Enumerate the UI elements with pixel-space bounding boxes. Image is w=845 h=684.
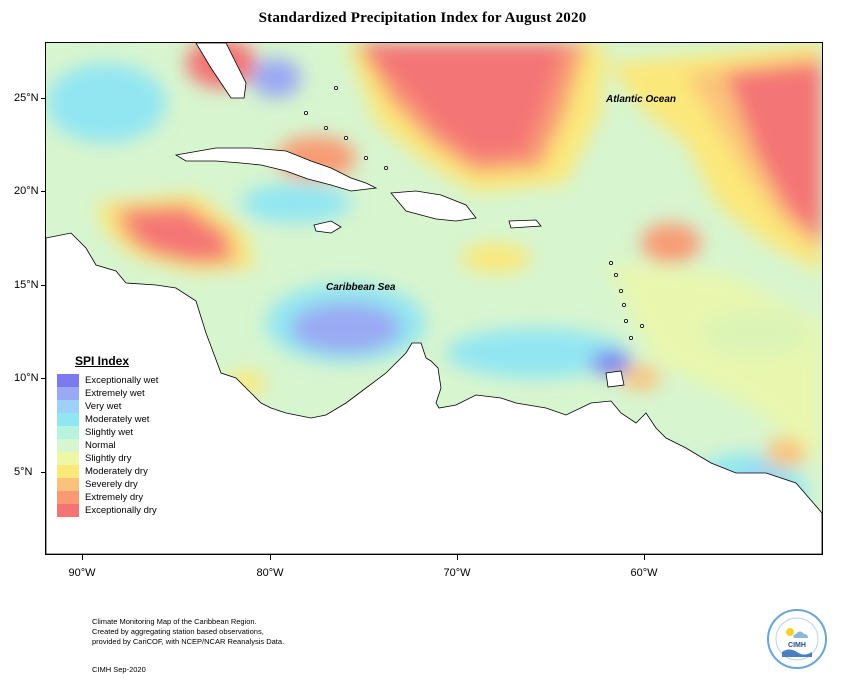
lat-tick: [41, 98, 45, 99]
caribbean-sea-label: Caribbean Sea: [326, 282, 396, 293]
lat-label-5n: 5°N: [14, 466, 33, 478]
legend-item: Slightly dry: [55, 452, 213, 465]
legend-swatch: [57, 478, 79, 491]
legend-swatch: [57, 439, 79, 452]
lon-label-70w: 70°W: [443, 567, 471, 579]
atlantic-ocean-label: Atlantic Ocean: [606, 94, 677, 105]
legend-swatch: [57, 387, 79, 400]
legend-label: Moderately wet: [85, 414, 150, 425]
legend-item: Extremely wet: [55, 387, 213, 400]
cimh-logo: CIMH: [767, 609, 827, 669]
legend-swatch: [57, 491, 79, 504]
lon-label-90w: 90°W: [68, 567, 96, 579]
legend-title: SPI Index: [75, 354, 130, 368]
spi-legend: SPI Index Exceptionally wet Extremely wet…: [55, 354, 213, 517]
lon-label-60w: 60°W: [630, 567, 658, 579]
spi-map-canvas: [46, 43, 822, 554]
lon-tick: [82, 555, 83, 560]
legend-item: Normal: [55, 439, 213, 452]
legend-swatch: [57, 426, 79, 439]
legend-label: Exceptionally dry: [85, 505, 157, 516]
lat-tick: [41, 285, 45, 286]
lon-tick: [457, 555, 458, 560]
legend-item: Slightly wet: [55, 426, 213, 439]
map-title: Standardized Precipitation Index for Aug…: [258, 10, 587, 26]
lat-tick: [41, 191, 45, 192]
legend-swatch: [57, 465, 79, 478]
legend-item: Severely dry: [55, 478, 213, 491]
footer-line-2: Created by aggregating station based obs…: [92, 627, 264, 636]
legend-item: Exceptionally dry: [55, 504, 213, 517]
lat-tick: [41, 378, 45, 379]
spi-map: [45, 42, 823, 555]
legend-label: Very wet: [85, 401, 122, 412]
lat-label-10n: 10°N: [14, 372, 39, 384]
legend-item: Extremely dry: [55, 491, 213, 504]
logo-text: CIMH: [788, 642, 806, 649]
footer-line-1: Climate Monitoring Map of the Caribbean …: [92, 617, 257, 626]
lat-label-20n: 20°N: [14, 185, 39, 197]
footer-date: CIMH Sep-2020: [92, 665, 146, 674]
legend-item: Very wet: [55, 400, 213, 413]
legend-swatch: [57, 413, 79, 426]
legend-swatch: [57, 400, 79, 413]
lon-label-80w: 80°W: [256, 567, 284, 579]
legend-swatch: [57, 374, 79, 387]
footer-line-3: provided by CariCOF, with NCEP/NCAR Rean…: [92, 637, 285, 646]
legend-swatch: [57, 504, 79, 517]
lat-label-25n: 25°N: [14, 92, 39, 104]
legend-item: Moderately wet: [55, 413, 213, 426]
legend-item: Moderately dry: [55, 465, 213, 478]
legend-label: Moderately dry: [85, 466, 148, 477]
legend-label: Normal: [85, 440, 116, 451]
footer-notes: Climate Monitoring Map of the Caribbean …: [92, 617, 284, 647]
legend-item: Exceptionally wet: [55, 374, 213, 387]
legend-label: Extremely dry: [85, 492, 144, 503]
legend-label: Severely dry: [85, 479, 138, 490]
legend-label: Slightly dry: [85, 453, 132, 464]
lat-label-15n: 15°N: [14, 279, 39, 291]
legend-label: Extremely wet: [85, 388, 145, 399]
legend-swatch: [57, 452, 79, 465]
land-masses: [46, 43, 822, 554]
lon-tick: [644, 555, 645, 560]
lat-tick: [41, 472, 45, 473]
legend-label: Exceptionally wet: [85, 375, 159, 386]
legend-label: Slightly wet: [85, 427, 134, 438]
lon-tick: [270, 555, 271, 560]
